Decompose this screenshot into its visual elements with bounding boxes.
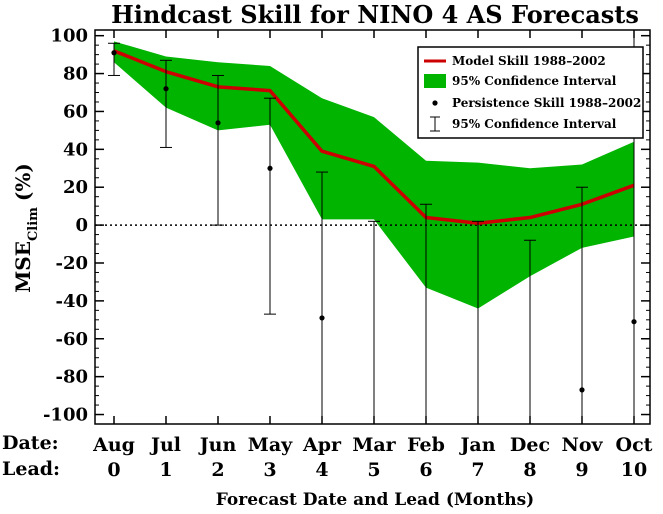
x-tick-label-lead: 10 — [621, 459, 647, 481]
lead-row-label: Lead: — [2, 458, 60, 480]
model-skill-line — [113, 49, 635, 225]
x-tick-label-lead: 5 — [367, 459, 380, 481]
plot-area: -100 -80 -60 -40 -20 0 20 40 60 80 100 Aug 0 Jul 1 Jun 2… — [43, 26, 653, 481]
y-tick-label: 0 — [75, 215, 88, 236]
y-tick-label: 60 — [63, 101, 88, 122]
x-tick-label-date: Apr — [302, 434, 342, 456]
svg-text:MSEClim(%): MSEClim (%) — [11, 163, 41, 293]
legend-label: Persistence Skill 1988–2002 — [452, 96, 641, 110]
y-axis-label-main: MSE — [11, 241, 35, 293]
y-tick-label: -100 — [43, 405, 88, 426]
x-tick-label-date: Oct — [616, 434, 653, 456]
legend-label: 95% Confidence Interval — [452, 74, 617, 88]
y-axis-label-sub: Clim — [26, 207, 41, 241]
persistence-point — [579, 387, 585, 393]
x-tick-label-lead: 3 — [263, 459, 276, 481]
x-tick-label-date: Aug — [92, 434, 135, 456]
persistence-point — [631, 319, 637, 325]
x-tick-label-lead: 1 — [159, 459, 172, 481]
legend-swatch-point — [432, 100, 438, 106]
persistence-point — [319, 315, 325, 321]
y-tick-label: -80 — [55, 367, 88, 388]
y-axis-label-unit: (%) — [11, 163, 35, 201]
x-tick-label-lead: 7 — [471, 459, 484, 481]
legend-box — [417, 46, 644, 139]
confidence-band — [114, 41, 634, 309]
y-tick-label: 20 — [63, 177, 88, 198]
y-tick-label: -40 — [55, 291, 88, 312]
plot-frame — [94, 29, 651, 425]
x-tick-label-date: Dec — [510, 434, 550, 456]
x-tick-label-lead: 2 — [211, 459, 224, 481]
legend: Model Skill 1988–2002 95% Confidence Inte… — [417, 46, 644, 139]
x-tick-label-date: Jan — [458, 434, 495, 456]
y-tick-label: -60 — [55, 329, 88, 350]
y-axis-label: MSEClim (%) — [11, 163, 41, 293]
x-tick-label-date: Feb — [407, 434, 445, 456]
x-tick-label-date: Jun — [198, 434, 237, 456]
x-tick-label-lead: 0 — [107, 459, 120, 481]
legend-label: Model Skill 1988–2002 — [452, 54, 606, 68]
x-tick-label-lead: 6 — [419, 459, 432, 481]
legend-label: 95% Confidence Interval — [452, 117, 617, 131]
y-tick-label: 80 — [63, 64, 88, 85]
y-tick-label: -20 — [55, 253, 88, 274]
x-axis-label: Forecast Date and Lead (Months) — [216, 490, 534, 510]
chart-title: Hindcast Skill for NINO 4 AS Forecasts — [111, 0, 639, 29]
x-tick-label-lead: 9 — [575, 459, 588, 481]
y-tick-label: 40 — [63, 139, 88, 160]
persistence-point — [163, 86, 169, 92]
x-tick-label-lead: 8 — [523, 459, 536, 481]
x-tick-label-date: May — [248, 434, 293, 456]
persistence-point — [215, 120, 221, 126]
x-tick-label-lead: 4 — [315, 459, 328, 481]
x-tick-label-date: Nov — [561, 434, 603, 456]
date-row-label: Date: — [2, 432, 59, 454]
y-tick-label: 100 — [50, 26, 88, 47]
x-tick-label-date: Mar — [352, 434, 396, 456]
x-tick-label-date: Jul — [149, 434, 181, 456]
persistence-point — [267, 165, 273, 171]
legend-swatch-band — [424, 74, 446, 88]
persistence-point — [111, 50, 117, 56]
